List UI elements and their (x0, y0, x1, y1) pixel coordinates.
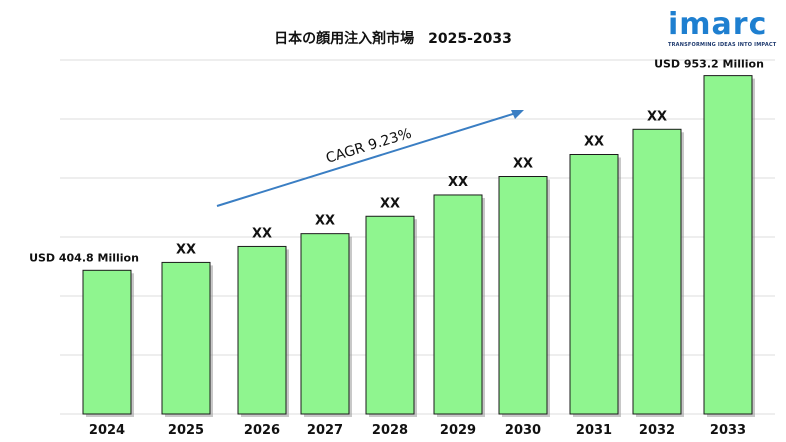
bars (82, 75, 755, 418)
bar-2031 (569, 153, 619, 415)
cagr-arrow-line (216, 112, 517, 207)
cagr-label: CAGR 9.23% (324, 126, 413, 167)
bar-2033 (703, 75, 753, 415)
value-label: XX (584, 134, 604, 149)
value-label: XX (448, 175, 468, 190)
x-tick-label: 2029 (440, 423, 476, 438)
imarc-logo: imarc TRANSFORMING IDEAS INTO IMPACT (668, 7, 778, 49)
value-label: XX (647, 109, 667, 124)
x-tick-label: 2033 (710, 423, 746, 438)
bar-2030 (498, 176, 548, 415)
value-label: XX (252, 226, 272, 241)
value-label: XX (176, 242, 196, 257)
value-label: XX (380, 196, 400, 211)
bar-2026 (237, 245, 287, 415)
cagr-arrowhead (511, 110, 524, 119)
x-tick-labels: 2024 2025 2026 2027 2028 2029 2030 2031 2032 2033 (89, 423, 746, 438)
x-tick-label: 2031 (576, 423, 612, 438)
bar-2029 (433, 194, 483, 415)
value-label: USD 404.8 Million (29, 251, 139, 264)
x-tick-label: 2027 (307, 423, 343, 438)
chart-title: 日本の顔用注入剤市場 2025-2033 (274, 30, 512, 47)
x-tick-label: 2024 (89, 423, 125, 438)
bar-2025 (161, 261, 211, 415)
logo-wordmark: imarc (668, 7, 768, 42)
bar-2028 (365, 215, 415, 415)
value-label: XX (513, 157, 533, 172)
value-label: XX (315, 214, 335, 229)
x-tick-label: 2032 (639, 423, 675, 438)
logo-tagline: TRANSFORMING IDEAS INTO IMPACT (668, 42, 777, 48)
value-label: USD 953.2 Million (654, 58, 764, 71)
cagr-annotation: CAGR 9.23% (216, 110, 524, 207)
bar-2032 (632, 128, 682, 415)
bar-2024 (82, 269, 132, 415)
x-tick-label: 2026 (244, 423, 280, 438)
bar-2027 (300, 233, 350, 415)
x-tick-label: 2028 (372, 423, 408, 438)
x-tick-label: 2030 (505, 423, 541, 438)
x-tick-label: 2025 (168, 423, 204, 438)
value-labels: USD 404.8 Million XX XX XX XX XX XX XX XX USD 953… (29, 58, 764, 265)
